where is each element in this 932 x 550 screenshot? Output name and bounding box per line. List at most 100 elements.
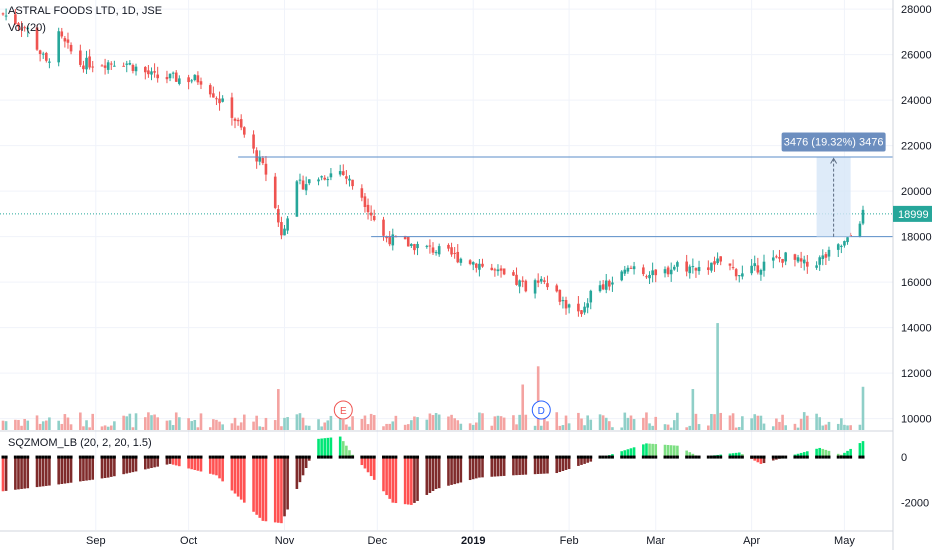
squeeze-dot: [35, 455, 39, 459]
candle-body: [242, 127, 246, 135]
candle-body: [372, 216, 376, 221]
candle-body: [190, 80, 194, 82]
squeeze-dot: [539, 455, 543, 459]
momentum-bar: [134, 457, 138, 472]
measure-tool[interactable]: 3476 (19.32%) 3476: [781, 132, 886, 237]
candle-body: [91, 66, 95, 68]
momentum-bar: [20, 457, 23, 489]
volume-bar: [88, 427, 91, 430]
volume-bar: [14, 419, 17, 430]
squeeze-dot: [471, 455, 475, 459]
volume-bar: [208, 427, 212, 430]
volume-bar: [295, 414, 299, 430]
momentum-bar: [589, 457, 593, 462]
momentum-bar: [317, 438, 320, 458]
volume-bar: [654, 416, 658, 430]
squeeze-dot: [60, 455, 64, 459]
volume-bar: [707, 425, 710, 430]
candle-body: [85, 57, 88, 70]
momentum-bar: [369, 457, 373, 477]
volume-bar: [468, 423, 472, 430]
squeeze-dot: [515, 455, 519, 459]
squeeze-dot: [16, 455, 20, 459]
momentum-bar: [388, 457, 391, 499]
candle-body: [38, 50, 42, 55]
momentum-bar: [109, 457, 113, 477]
volume-bar: [233, 417, 237, 430]
momentum-bar: [45, 457, 48, 486]
candle-body: [193, 74, 197, 81]
momentum-bar: [26, 457, 30, 489]
squeeze-dot: [583, 455, 587, 459]
volume-bar: [840, 418, 843, 430]
horizontal-lines[interactable]: [0, 156, 893, 238]
volume-bar: [493, 416, 497, 430]
candle-body: [669, 269, 673, 275]
last-price-badge: [893, 205, 932, 222]
squeeze-dot: [521, 455, 525, 459]
momentum-bar: [63, 457, 67, 484]
momentum-bar: [35, 457, 39, 488]
momentum-bar: [499, 457, 503, 477]
candle-body: [818, 257, 821, 265]
momentum-bar: [762, 457, 766, 464]
momentum-bar: [663, 444, 667, 458]
candle-body: [416, 243, 419, 249]
candle-body: [280, 222, 283, 236]
momentum-bar: [428, 457, 432, 493]
candle-body: [691, 266, 695, 268]
volume-bar: [713, 414, 716, 430]
momentum-bar: [583, 457, 586, 464]
volume-bar: [236, 425, 240, 430]
squeeze-dot: [453, 455, 457, 459]
momentum-bar: [286, 457, 289, 510]
momentum-bar: [796, 453, 800, 458]
squeeze-dot: [706, 455, 710, 459]
candle-body: [363, 196, 367, 208]
volume-bar: [781, 414, 784, 430]
momentum-bar: [453, 457, 456, 485]
momentum-bar: [23, 457, 26, 489]
candle-body: [360, 188, 364, 198]
volume-bar: [716, 323, 719, 430]
squeeze-dot: [360, 455, 364, 459]
volume-bar: [456, 420, 460, 430]
volume-bar: [323, 422, 327, 430]
volume-bar: [778, 421, 781, 430]
volume-bar: [762, 423, 766, 430]
squeeze-dot: [601, 455, 605, 459]
momentum-bar: [861, 441, 865, 458]
squeeze-dot: [69, 455, 73, 459]
volume-bar: [82, 426, 85, 430]
volume-bar: [806, 415, 809, 430]
momentum-bar: [676, 445, 679, 458]
candle-body: [796, 257, 800, 262]
candle-body: [499, 268, 503, 271]
price-tick-label: 10000: [901, 414, 932, 426]
momentum-bar: [629, 448, 633, 458]
volume-bar: [521, 384, 525, 430]
momentum-bar: [156, 457, 159, 467]
momentum-bar: [413, 457, 416, 503]
squeeze-dot: [295, 455, 299, 459]
squeeze-dot: [564, 455, 568, 459]
squeeze-dot: [781, 455, 785, 459]
candle-body: [478, 263, 481, 270]
squeeze-dot: [391, 455, 395, 459]
volume-bar: [391, 421, 395, 430]
volume-bar: [731, 413, 735, 430]
volume-bar: [827, 421, 831, 430]
candle-body: [719, 256, 722, 262]
candle-body: [165, 77, 169, 80]
squeeze-dot: [824, 455, 828, 459]
volume-bar: [242, 414, 246, 430]
time-tick-label: 2019: [461, 535, 485, 547]
candle-body: [196, 75, 200, 83]
squeeze-dot: [836, 455, 840, 459]
momentum-bar: [471, 457, 475, 480]
squeeze-dot: [199, 455, 203, 459]
squeeze-dot: [558, 455, 562, 459]
momentum-bar: [261, 457, 265, 521]
